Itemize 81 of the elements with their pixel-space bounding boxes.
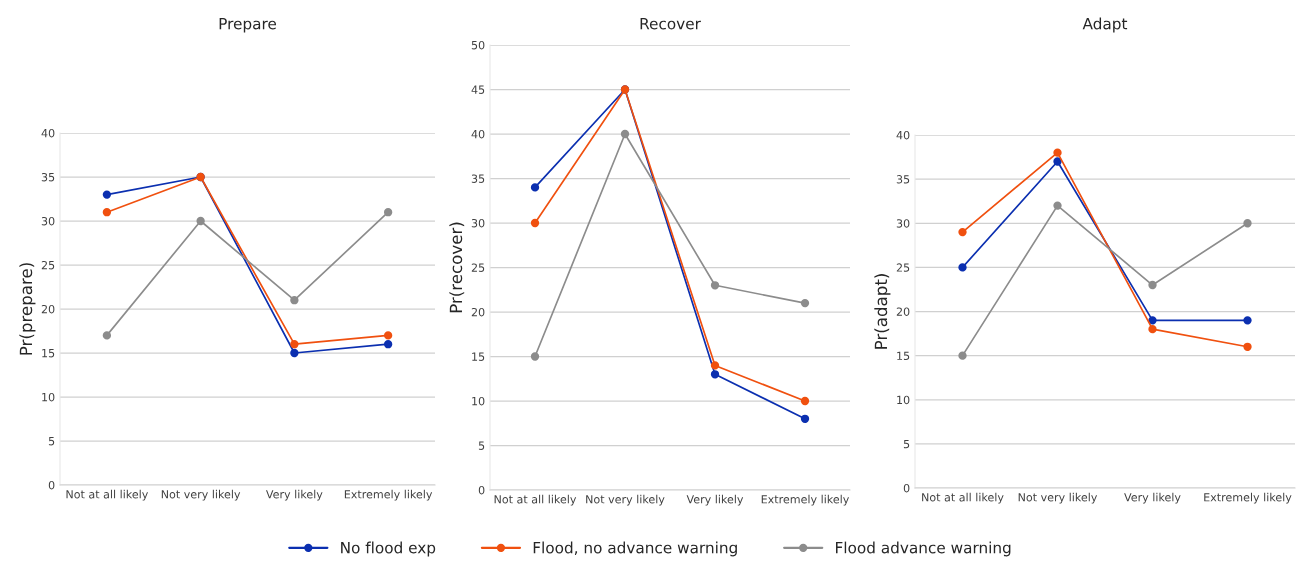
y-tick-label: 35 [41, 172, 55, 182]
point [1243, 316, 1252, 325]
point [290, 296, 299, 305]
y-tick-label: 40 [41, 128, 55, 138]
point [1148, 280, 1157, 290]
point [958, 227, 967, 237]
point [383, 340, 393, 349]
y-tick-label: 35 [896, 175, 910, 184]
y-tick-label: 25 [471, 263, 485, 272]
x-tick-label: Very likely [686, 494, 744, 506]
x-tick-label: Not very likely [586, 494, 665, 506]
y-tick-label: 0 [478, 485, 485, 495]
point [1148, 316, 1157, 325]
legend-label: Flood, no advance warning [533, 541, 737, 557]
x-tick-label: Extremely likely [761, 494, 849, 506]
point [196, 216, 205, 226]
point [710, 361, 720, 370]
chart-title: Adapt [1082, 17, 1128, 33]
y-axis-title: Pr(adapt) [874, 274, 891, 349]
x-tick-label: Very likely [265, 489, 323, 501]
point [102, 331, 112, 340]
y-tick-label: 20 [41, 304, 55, 314]
x-tick-label: Not very likely [161, 489, 241, 501]
point [800, 414, 810, 423]
point [102, 208, 112, 217]
y-tick-label: 20 [471, 307, 485, 317]
y-tick-label: 25 [896, 263, 910, 272]
point [1243, 219, 1252, 228]
point [102, 190, 112, 199]
point [1053, 201, 1062, 210]
x-tick-label: Very likely [1124, 492, 1181, 504]
chart-title: Recover [640, 18, 701, 30]
point [958, 351, 967, 360]
x-tick-label: Not at all likely [922, 492, 1004, 504]
x-tick-label: Extremely likely [1204, 492, 1292, 504]
y-tick-label: 10 [42, 392, 55, 402]
y-tick-label: 10 [472, 396, 485, 406]
y-tick-label: 15 [42, 349, 55, 358]
point [1148, 324, 1157, 334]
point [530, 352, 540, 361]
point [530, 218, 540, 228]
x-tick-label: Extremely likely [344, 489, 433, 501]
point [620, 129, 630, 139]
x-tick-label: Not very likely [1018, 492, 1098, 504]
y-tick-label: 20 [896, 307, 910, 316]
point [710, 281, 720, 290]
point [800, 396, 810, 406]
point [710, 370, 720, 379]
y-tick-label: 45 [471, 85, 485, 94]
x-tick-label: Not at all likely [66, 489, 148, 501]
y-tick-label: 15 [897, 351, 910, 360]
point [383, 208, 393, 217]
y-tick-label: 0 [903, 483, 910, 493]
point [958, 263, 967, 272]
point [1243, 342, 1252, 351]
y-tick-label: 30 [471, 218, 485, 228]
y-tick-label: 5 [903, 440, 910, 449]
y-tick-label: 35 [471, 174, 485, 183]
y-tick-label: 50 [471, 40, 485, 50]
y-axis-title: Pr(recover) [449, 222, 465, 313]
y-tick-label: 25 [41, 260, 55, 270]
legend-label: Flood advance warning [836, 541, 1011, 557]
y-tick-label: 30 [41, 216, 55, 226]
point [1053, 148, 1062, 157]
x-tick-label: Not at all likely [494, 494, 577, 506]
y-tick-label: 10 [897, 395, 910, 405]
point [800, 298, 810, 308]
y-tick-label: 15 [472, 352, 485, 361]
legend-label: No flood exp [341, 541, 436, 557]
y-tick-label: 40 [471, 129, 485, 139]
y-tick-label: 40 [896, 130, 910, 140]
point [290, 340, 299, 349]
y-tick-label: 0 [48, 480, 55, 490]
y-tick-label: 5 [478, 441, 485, 450]
chart-title: Prepare [219, 18, 277, 33]
y-tick-label: 5 [48, 437, 55, 446]
point [383, 331, 393, 340]
y-axis-title: Pr(prepare) [19, 263, 36, 355]
point [530, 183, 540, 192]
y-tick-label: 30 [896, 219, 910, 228]
point [290, 348, 299, 358]
